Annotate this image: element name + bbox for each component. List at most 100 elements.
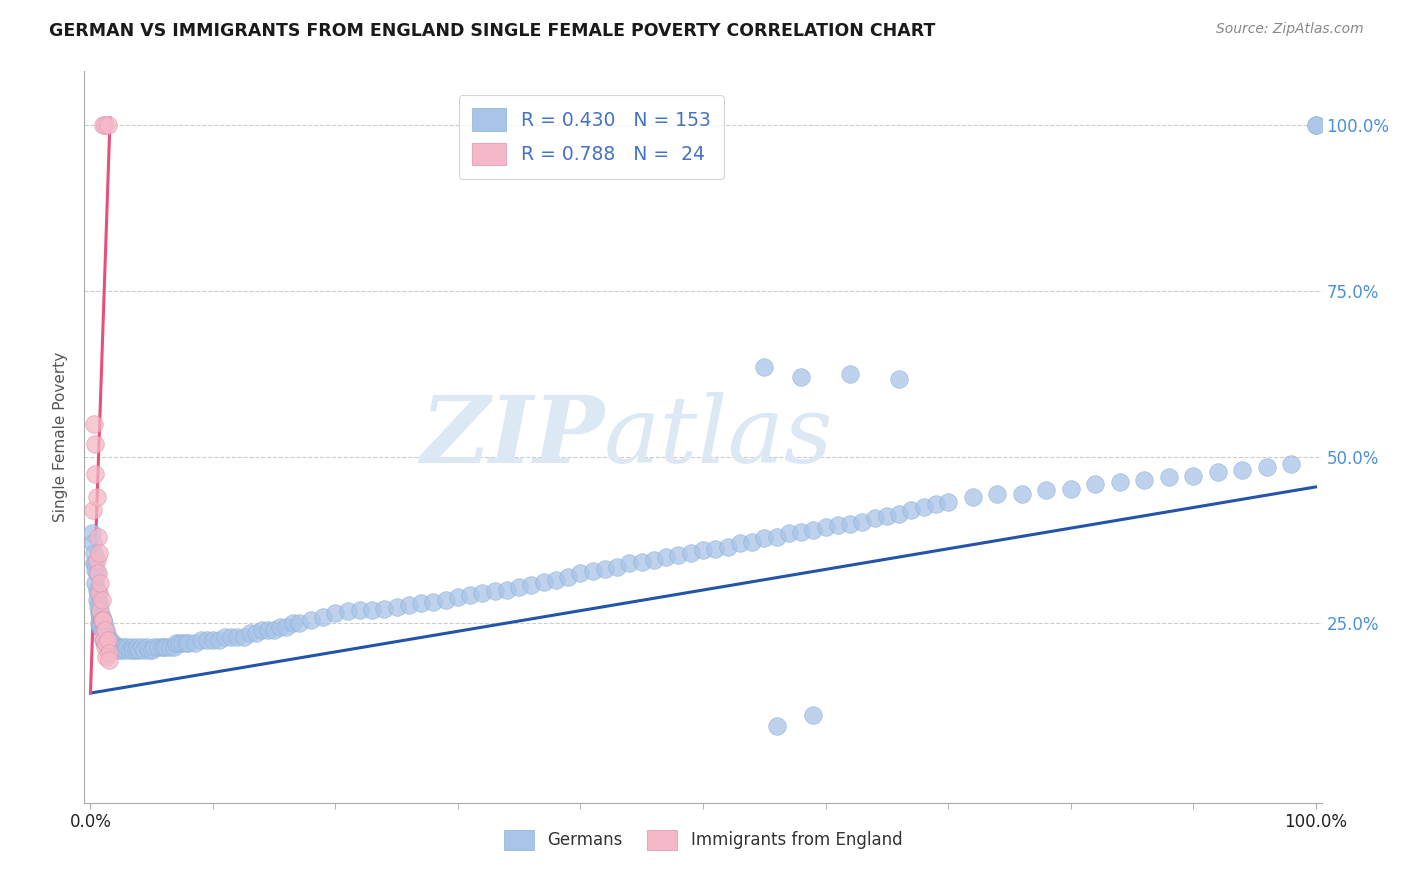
Point (312, 609, 335, 624)
Point (135, 640, 157, 654)
Point (925, 497, 948, 511)
Point (146, 640, 169, 654)
Point (97, 646, 120, 660)
Point (165, 636, 187, 650)
Point (84, 576, 107, 591)
Point (276, 619, 298, 633)
Point (183, 636, 205, 650)
Point (1084, 476, 1107, 491)
Point (87, 616, 110, 631)
Point (153, 640, 176, 654)
Point (93, 632, 115, 647)
Point (87, 566, 110, 581)
Point (98, 632, 121, 647)
Point (86, 566, 108, 581)
Point (569, 566, 592, 581)
Point (1279, 457, 1302, 471)
Point (801, 708, 824, 723)
Point (118, 643, 141, 657)
Point (172, 636, 194, 650)
Point (84, 557, 107, 571)
Point (876, 508, 898, 523)
Point (84, 467, 107, 481)
Point (741, 535, 763, 549)
Point (87, 530, 110, 544)
Point (84, 563, 107, 577)
Point (125, 643, 148, 657)
Point (471, 586, 494, 600)
Point (97, 630, 120, 644)
Point (91, 632, 114, 647)
Point (619, 557, 641, 571)
Point (533, 575, 555, 590)
Point (83, 417, 105, 431)
Point (643, 553, 665, 567)
Point (668, 549, 690, 563)
Point (87, 586, 110, 600)
Point (349, 603, 371, 617)
Point (1108, 475, 1130, 490)
Point (544, 573, 567, 587)
Point (962, 490, 984, 504)
Point (754, 531, 776, 545)
Y-axis label: Single Female Poverty: Single Female Poverty (53, 352, 69, 522)
Point (422, 595, 444, 609)
Point (679, 546, 702, 560)
Point (1182, 468, 1205, 483)
Point (96, 636, 118, 650)
Point (94, 626, 117, 640)
Point (93, 616, 115, 631)
Point (94, 640, 117, 654)
Point (143, 640, 166, 654)
Point (86, 553, 108, 567)
Point (83, 546, 105, 560)
Point (107, 643, 129, 657)
Point (91, 630, 114, 644)
Point (134, 643, 156, 657)
Point (155, 640, 177, 654)
Point (900, 503, 922, 517)
Point (912, 500, 935, 514)
Point (97, 632, 120, 647)
Point (91, 613, 114, 627)
Point (214, 630, 236, 644)
Point (100, 640, 122, 654)
Point (325, 607, 347, 621)
Point (257, 623, 280, 637)
Point (986, 486, 1008, 500)
Text: atlas: atlas (605, 392, 834, 482)
Point (114, 643, 136, 657)
Point (508, 580, 530, 594)
Point (336, 604, 359, 618)
Point (250, 623, 273, 637)
Point (1230, 463, 1253, 477)
Point (101, 636, 124, 650)
Point (361, 603, 384, 617)
Point (94, 623, 117, 637)
Point (281, 616, 304, 631)
Point (606, 559, 628, 574)
Point (125, 640, 148, 654)
Point (128, 643, 150, 657)
Point (91, 623, 114, 637)
Point (754, 360, 776, 375)
Point (851, 515, 873, 529)
Point (801, 523, 824, 537)
Legend: Germans, Immigrants from England: Germans, Immigrants from England (496, 823, 910, 856)
Point (97, 632, 120, 647)
Point (96, 649, 118, 664)
Point (97, 118, 120, 132)
Point (557, 570, 579, 584)
Point (201, 632, 224, 647)
Point (89, 619, 111, 633)
Point (91, 118, 114, 132)
Point (167, 636, 190, 650)
Point (110, 640, 132, 654)
Point (107, 640, 129, 654)
Point (90, 623, 112, 637)
Point (287, 616, 309, 631)
Point (226, 630, 249, 644)
Point (385, 599, 408, 614)
Text: GERMAN VS IMMIGRANTS FROM ENGLAND SINGLE FEMALE POVERTY CORRELATION CHART: GERMAN VS IMMIGRANTS FROM ENGLAND SINGLE… (49, 22, 935, 40)
Point (484, 584, 506, 599)
